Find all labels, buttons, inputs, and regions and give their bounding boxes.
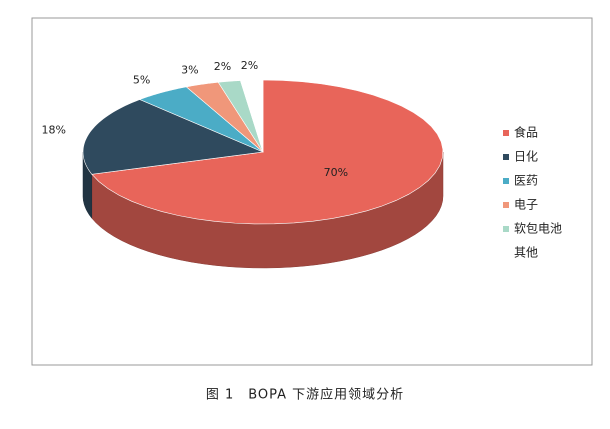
slice (138, 86, 264, 153)
legend-marker (503, 202, 509, 208)
caption: 图 1 BOPA 下游应用领域分析 (206, 387, 404, 403)
legend-marker (503, 178, 509, 184)
data-label: 18% (42, 124, 66, 137)
legend-marker (503, 226, 509, 232)
legend-label: 电子 (514, 198, 538, 212)
slice (217, 80, 264, 153)
data-label: 5% (133, 74, 150, 87)
data-label: 3% (181, 64, 198, 77)
data-label: 2% (214, 60, 231, 73)
slice (185, 81, 264, 153)
legend-marker (503, 130, 509, 136)
legend-label: 医药 (514, 174, 538, 188)
slice (240, 79, 264, 153)
data-label: 2% (241, 59, 258, 72)
legend-label: 软包电池 (514, 222, 562, 236)
data-label: 70% (324, 166, 348, 179)
legend-label: 其他 (514, 246, 538, 260)
legend-marker (503, 154, 509, 160)
slice (91, 79, 444, 225)
legend-label: 日化 (514, 150, 538, 164)
legend-label: 食品 (514, 125, 538, 140)
legend-marker (503, 250, 509, 256)
slice (82, 99, 265, 175)
